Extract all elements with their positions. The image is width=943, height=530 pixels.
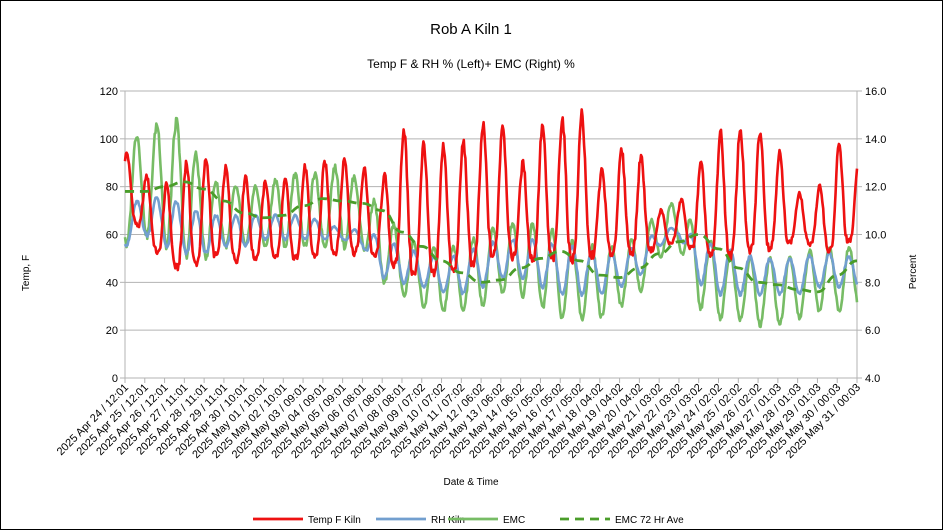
right-axis-ticks: 4.0 6.0 8.0 10.0 12.0 14.0 16.0 (857, 86, 886, 385)
chart-title: Rob A Kiln 1 (430, 21, 512, 38)
y-tick-label-right: 12.0 (865, 182, 886, 194)
y-tick-label-left: 0 (112, 373, 118, 385)
y-tick-label-left: 60 (106, 230, 118, 242)
series-line-temp-f-kiln (123, 108, 859, 278)
chart-subtitle: Temp F & RH % (Left)+ EMC (Right) % (367, 57, 575, 71)
legend-label: RH Kiln (431, 515, 465, 526)
legend-label: EMC (503, 515, 525, 526)
y-tick-label-left: 80 (106, 182, 118, 194)
y-tick-label-right: 16.0 (865, 86, 886, 98)
x-axis-label: Date & Time (443, 477, 498, 488)
series-line-emc-72-hr-ave (125, 180, 858, 294)
legend-label: EMC 72 Hr Ave (615, 515, 684, 526)
legend-label: Temp F Kiln (308, 515, 361, 526)
series-line-emc (123, 116, 859, 329)
y-tick-label-right: 6.0 (865, 325, 880, 337)
y-tick-label-left: 120 (100, 86, 118, 98)
legend: Temp F Kiln RH Kiln EMC EMC 72 Hr Ave (253, 515, 684, 526)
y-tick-label-right: 14.0 (865, 134, 886, 146)
y-tick-label-right: 8.0 (865, 277, 880, 289)
right-axis-label: Percent (908, 255, 919, 290)
series-lines (123, 108, 859, 329)
left-axis-label: Temp, F (21, 255, 32, 291)
y-tick-label-right: 10.0 (865, 230, 886, 242)
y-tick-label-right: 4.0 (865, 373, 880, 385)
y-tick-label-left: 100 (100, 134, 118, 146)
y-tick-label-left: 20 (106, 325, 118, 337)
left-axis-ticks: 0 20 40 60 80 100 120 (100, 86, 125, 385)
y-tick-label-left: 40 (106, 277, 118, 289)
